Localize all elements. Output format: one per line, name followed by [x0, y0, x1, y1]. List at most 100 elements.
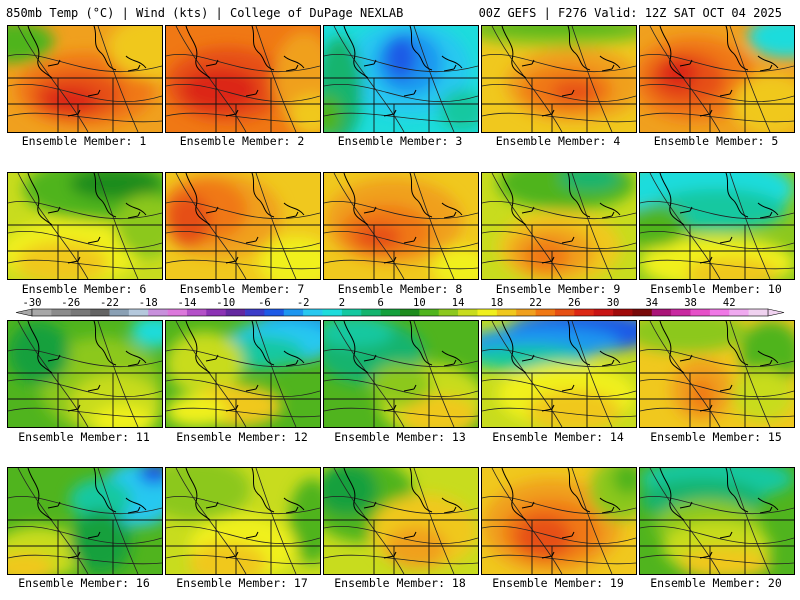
ensemble-member-map [481, 172, 637, 280]
height-contour-line [97, 173, 139, 279]
ensemble-member-map [323, 25, 479, 133]
wind-barb [363, 501, 377, 509]
wind-barb [87, 531, 101, 539]
height-contour-line [8, 231, 162, 250]
colorbar-tick-label: -26 [61, 297, 80, 309]
height-contour-line [482, 54, 636, 73]
height-contour-line [166, 526, 320, 545]
temperature-contour-region [138, 468, 162, 484]
wind-barb [759, 64, 773, 72]
coastline [501, 26, 621, 79]
height-contour-line [324, 554, 478, 565]
wind-barb [719, 89, 733, 97]
height-contour-line [729, 468, 771, 574]
height-contour-line [8, 407, 162, 418]
temperature-contour-region [401, 395, 478, 427]
wind-barb [561, 89, 575, 97]
wind-barb [601, 359, 615, 367]
wind-barb [383, 109, 397, 117]
temperature-contour-region [385, 526, 448, 569]
height-contour-line [255, 26, 297, 132]
wind-barb [67, 256, 81, 264]
height-contour-line [175, 468, 247, 574]
height-contour-line [482, 231, 636, 250]
coastline [185, 26, 305, 79]
height-contour-line [324, 259, 478, 270]
ensemble-member-map [481, 25, 637, 133]
height-contour-line [571, 26, 613, 132]
colorbar-tick-label: 14 [452, 297, 465, 309]
ensemble-member-label: Ensemble Member: 11 [18, 430, 150, 444]
ensemble-member-map [639, 172, 795, 280]
ensemble-member-label: Ensemble Member: 3 [337, 134, 463, 148]
height-contour-line [640, 496, 794, 515]
height-contour-line [333, 173, 405, 279]
wind-barb [225, 109, 239, 117]
wind-barb [245, 384, 259, 392]
colorbar-swatch [109, 309, 130, 316]
wind-barb [719, 236, 733, 244]
height-contour-line [649, 468, 721, 574]
ensemble-member-label: Ensemble Member: 1 [21, 134, 147, 148]
colorbar-tick-label: 10 [413, 297, 426, 309]
colorbar-tick-label: 34 [645, 297, 658, 309]
coastline [501, 173, 621, 226]
colorbar-swatch [748, 309, 769, 316]
wind-barb [403, 531, 417, 539]
map-title: 850mb Temp (°C) | Wind (kts) | College o… [6, 6, 404, 20]
colorbar-swatch [245, 309, 265, 316]
height-contour-line [324, 84, 478, 103]
wind-barb [225, 551, 239, 559]
height-contour-line [413, 468, 455, 574]
coastline [501, 468, 621, 521]
height-contour-line [571, 173, 613, 279]
colorbar-swatch [419, 309, 440, 316]
colorbar-frame [31, 308, 769, 317]
colorbar-swatch [593, 309, 614, 316]
colorbar-swatch [400, 309, 420, 316]
ensemble-member-map [165, 320, 321, 428]
colorbar-swatch [186, 309, 207, 316]
wind-barb [561, 384, 575, 392]
temperature-contour-region [370, 363, 432, 406]
temperature-contour-region [289, 478, 320, 564]
temperature-contour-region [431, 247, 478, 279]
temperature-contour-region [324, 321, 394, 348]
wind-barb [719, 384, 733, 392]
height-contour-line [640, 407, 794, 418]
wind-barb [443, 64, 457, 72]
ensemble-member-label: Ensemble Member: 4 [495, 134, 621, 148]
height-contour-line [324, 112, 478, 123]
height-contour-line [166, 201, 320, 220]
height-contour-line [8, 84, 162, 103]
temperature-contour-region [8, 552, 55, 574]
colorbar-swatch [380, 309, 401, 316]
colorbar-swatch [671, 309, 691, 316]
wind-barb [205, 59, 219, 67]
colorbar-swatch [554, 309, 575, 316]
temperature-contour-region [166, 468, 251, 521]
wind-barb [759, 211, 773, 219]
height-contour-line [255, 321, 297, 427]
height-contour-line [640, 201, 794, 220]
wind-barb [699, 404, 713, 412]
height-contour-line [571, 468, 613, 574]
temperature-contour-region [108, 26, 162, 79]
height-contour-line [333, 321, 405, 427]
colorbar-swatch [167, 309, 188, 316]
temperature-contour-region [354, 223, 401, 250]
wind-barb [403, 89, 417, 97]
height-contour-line [324, 379, 478, 398]
colorbar-swatch [90, 309, 110, 316]
height-contour-line [166, 112, 320, 123]
wind-barb [87, 236, 101, 244]
coastline [185, 468, 305, 521]
height-contour-line [166, 407, 320, 418]
colorbar-swatch [148, 309, 168, 316]
ensemble-member-map [165, 467, 321, 575]
height-contour-line [482, 259, 636, 270]
height-contour-line [8, 112, 162, 123]
wind-barb [87, 384, 101, 392]
height-contour-line [649, 173, 721, 279]
height-contour-line [175, 173, 247, 279]
